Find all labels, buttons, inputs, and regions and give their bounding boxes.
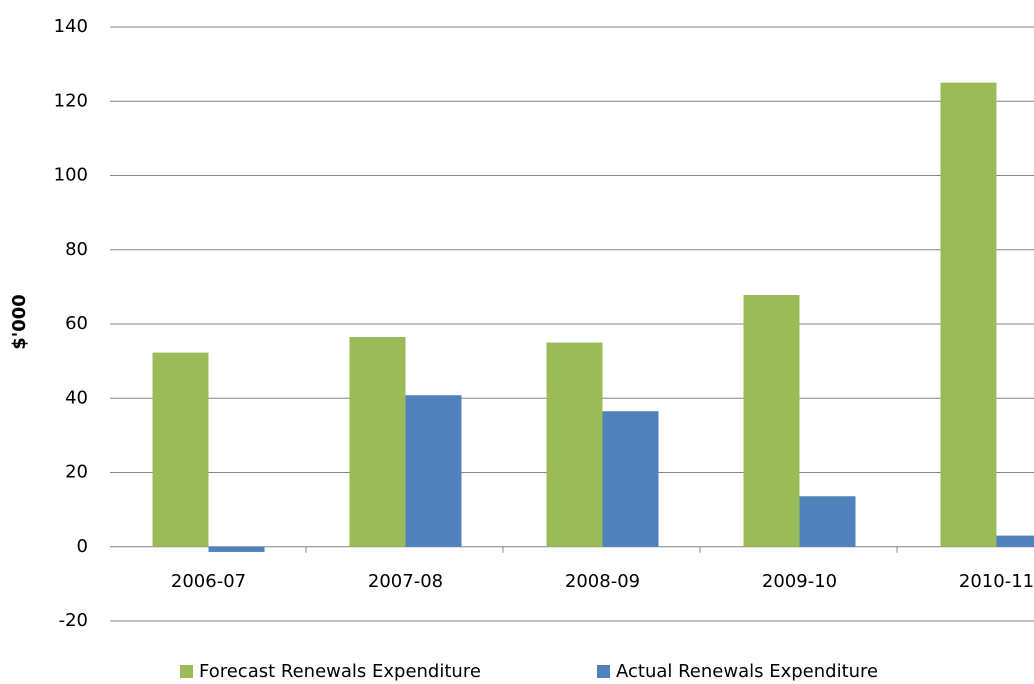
bar	[405, 395, 462, 547]
y-tick-label: 60	[65, 313, 88, 334]
bar	[349, 336, 406, 547]
legend-swatch	[597, 665, 610, 678]
y-tick-label: 20	[65, 462, 88, 483]
bar	[208, 546, 265, 552]
bar	[799, 496, 856, 547]
y-tick-label: 140	[54, 16, 88, 37]
bar	[940, 82, 997, 547]
bar	[602, 411, 659, 547]
y-tick-label: -20	[59, 610, 88, 631]
y-axis-label: $'000	[9, 294, 30, 350]
bar	[546, 342, 603, 547]
bar	[152, 352, 209, 547]
x-tick-label: 2009-10	[762, 571, 837, 592]
bar	[743, 295, 800, 547]
x-tick-label: 2006-07	[171, 571, 246, 592]
legend-label: Actual Renewals Expenditure	[616, 661, 878, 682]
legend-label: Forecast Renewals Expenditure	[199, 661, 481, 682]
x-tick-label: 2010-11	[959, 571, 1034, 592]
bar	[996, 535, 1034, 547]
y-tick-label: 0	[77, 536, 88, 557]
y-tick-label: 40	[65, 387, 88, 408]
x-tick-label: 2008-09	[565, 571, 640, 592]
legend-swatch	[180, 665, 193, 678]
y-tick-label: 100	[54, 165, 88, 186]
y-tick-label: 120	[54, 90, 88, 111]
y-tick-label: 80	[65, 239, 88, 260]
x-tick-label: 2007-08	[368, 571, 443, 592]
